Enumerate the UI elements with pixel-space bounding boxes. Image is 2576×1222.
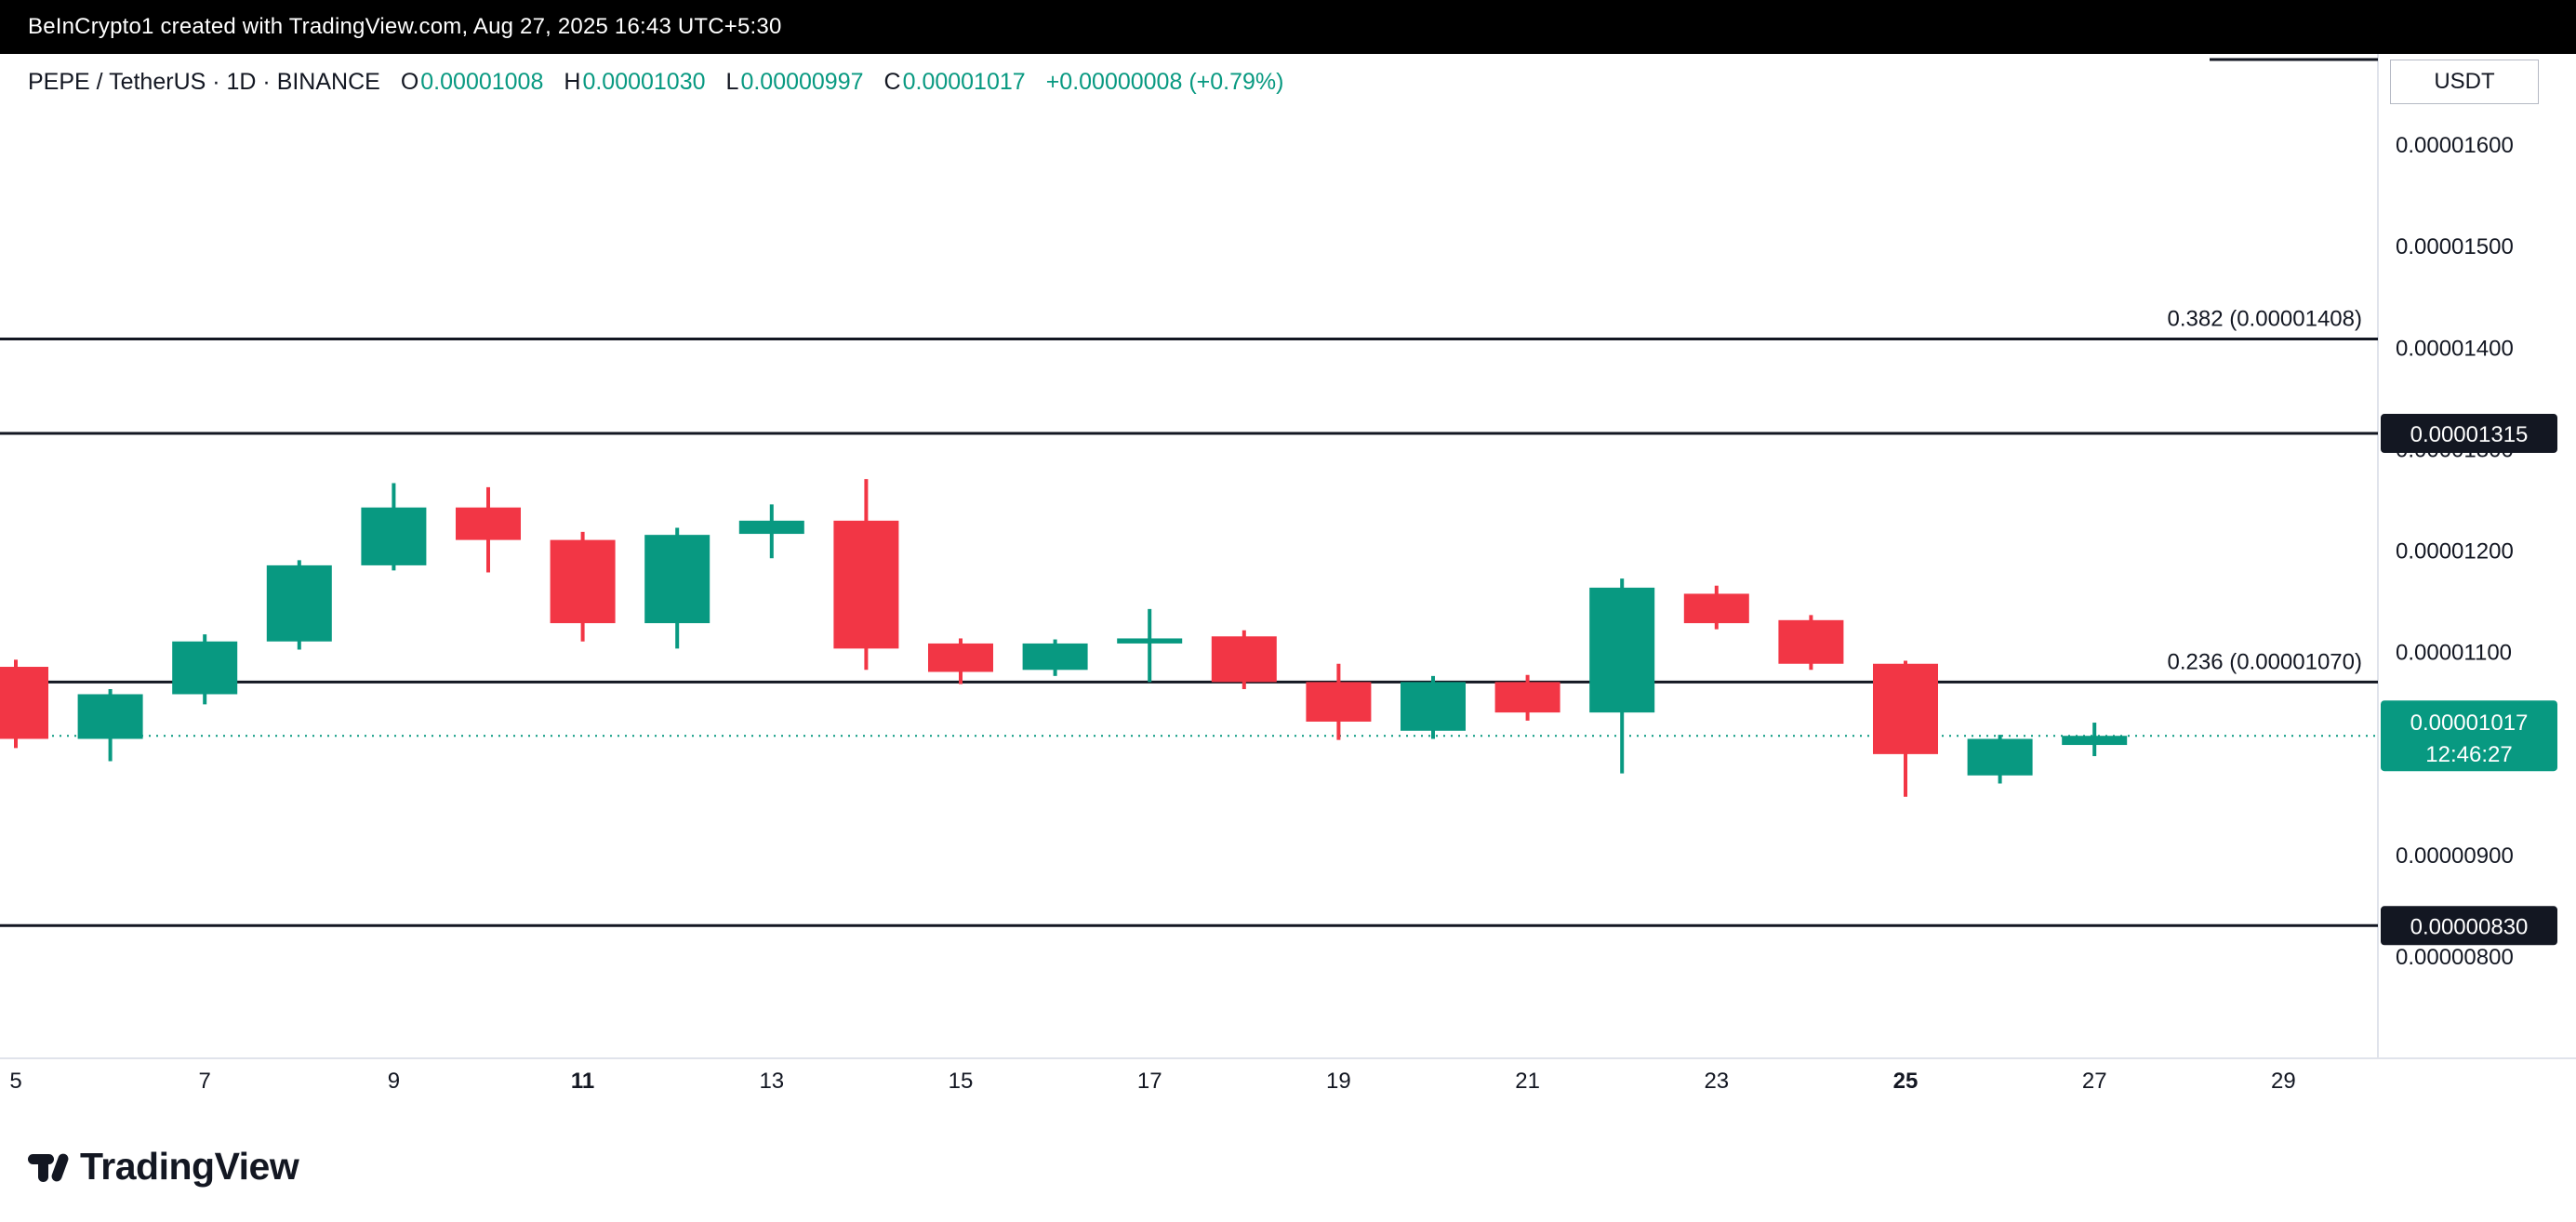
price-tick-label[interactable]: 0.00001500 bbox=[2396, 234, 2514, 259]
attribution-bar: BeInCrypto1 created with TradingView.com… bbox=[0, 0, 2576, 54]
time-tick-label[interactable]: 29 bbox=[2271, 1069, 2296, 1094]
time-tick-label[interactable]: 15 bbox=[949, 1069, 974, 1094]
candle-body[interactable] bbox=[77, 694, 143, 739]
time-tick-label[interactable]: 25 bbox=[1893, 1069, 1919, 1094]
time-tick-label[interactable]: 9 bbox=[388, 1069, 400, 1094]
price-tick-label[interactable]: 0.00001100 bbox=[2396, 641, 2512, 666]
time-tick-label[interactable]: 5 bbox=[9, 1069, 21, 1094]
candle-body[interactable] bbox=[0, 667, 48, 739]
time-tick-label[interactable]: 17 bbox=[1137, 1069, 1162, 1094]
candle-body[interactable] bbox=[456, 507, 521, 540]
price-level-badge bbox=[2381, 414, 2557, 454]
candle-body[interactable] bbox=[644, 535, 710, 624]
price-tick-label[interactable]: 0.00001200 bbox=[2396, 539, 2514, 565]
price-level-badge-text: 0.00001315 bbox=[2410, 422, 2529, 447]
fib-level-label: 0.382 (0.00001408) bbox=[2167, 307, 2362, 332]
ohlc-close: C 0.00001017 bbox=[883, 69, 1026, 95]
fib-level-label: 0.236 (0.00001070) bbox=[2167, 649, 2362, 674]
candle-body[interactable] bbox=[550, 539, 616, 624]
symbol-title[interactable]: PEPE / TetherUS · 1D · BINANCE bbox=[28, 69, 380, 95]
tradingview-wordmark: TradingView bbox=[80, 1145, 299, 1188]
symbol-legend: PEPE / TetherUS · 1D · BINANCE O 0.000010… bbox=[28, 69, 1283, 96]
attribution-text: BeInCrypto1 created with TradingView.com… bbox=[28, 14, 782, 39]
candle-body[interactable] bbox=[1211, 636, 1277, 683]
time-tick-label[interactable]: 23 bbox=[1704, 1069, 1729, 1094]
tradingview-logo-icon bbox=[28, 1153, 69, 1182]
candle-body[interactable] bbox=[1873, 663, 1938, 754]
price-tick-label[interactable]: 0.00000900 bbox=[2396, 843, 2514, 869]
price-tick-label[interactable]: 0.00001400 bbox=[2396, 336, 2514, 361]
candle-body[interactable] bbox=[1401, 682, 1466, 731]
time-tick-label[interactable]: 21 bbox=[1515, 1069, 1540, 1094]
time-tick-label[interactable]: 27 bbox=[2082, 1069, 2107, 1094]
time-tick-label[interactable]: 13 bbox=[759, 1069, 784, 1094]
price-level-badge bbox=[2381, 906, 2557, 946]
candle-body[interactable] bbox=[361, 507, 427, 565]
last-price-badge-value: 0.00001017 bbox=[2410, 711, 2529, 736]
candle-body[interactable] bbox=[738, 520, 804, 535]
price-change: +0.00000008 (+0.79%) bbox=[1045, 69, 1284, 95]
footer-bar: TradingView bbox=[0, 1111, 2576, 1222]
price-tick-label[interactable]: 0.00001600 bbox=[2396, 133, 2514, 158]
candle-body[interactable] bbox=[1022, 643, 1088, 671]
candle-body[interactable] bbox=[1967, 738, 2033, 776]
candle-body[interactable] bbox=[1494, 682, 1560, 713]
candle-body[interactable] bbox=[833, 520, 899, 649]
tradingview-logo[interactable]: TradingView bbox=[26, 1145, 299, 1189]
candle-body[interactable] bbox=[1683, 593, 1749, 624]
chart-area[interactable]: 0.382 (0.00001408) 0.236 (0.00001070) 0.00… bbox=[0, 54, 2576, 1111]
candle-body[interactable] bbox=[1117, 638, 1183, 644]
last-price-badge bbox=[2381, 700, 2557, 772]
price-level-badge-text: 0.00000830 bbox=[2410, 914, 2529, 939]
last-price-countdown: 12:46:27 bbox=[2425, 742, 2512, 767]
time-tick-label[interactable]: 7 bbox=[199, 1069, 211, 1094]
candle-body[interactable] bbox=[928, 643, 993, 672]
candle-body[interactable] bbox=[1306, 682, 1372, 722]
candle-body[interactable] bbox=[266, 565, 332, 642]
candle-body[interactable] bbox=[2062, 736, 2128, 746]
time-tick-label[interactable]: 11 bbox=[571, 1069, 594, 1094]
time-tick-label[interactable]: 19 bbox=[1326, 1069, 1351, 1094]
candle-body[interactable] bbox=[1778, 619, 1844, 664]
candlestick-chart-canvas[interactable]: 0.382 (0.00001408) 0.236 (0.00001070) 0.00… bbox=[0, 54, 2576, 1111]
candle-body[interactable] bbox=[1589, 587, 1655, 713]
ohlc-low: L 0.00000997 bbox=[725, 69, 864, 95]
ohlc-high: H 0.00001030 bbox=[564, 69, 706, 95]
currency-button[interactable]: USDT bbox=[2390, 60, 2539, 104]
ohlc-open: O 0.00001008 bbox=[400, 69, 544, 95]
price-tick-label[interactable]: 0.00000800 bbox=[2396, 945, 2514, 970]
candle-body[interactable] bbox=[172, 641, 238, 695]
